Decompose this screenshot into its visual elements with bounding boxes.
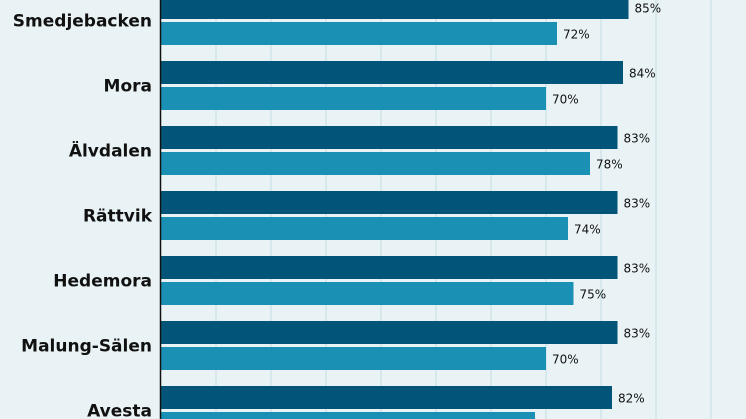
- value-label: 78%: [596, 158, 623, 172]
- category-label: Avesta: [87, 402, 152, 419]
- bar-series-2: [161, 412, 535, 419]
- bar-series-1: [161, 61, 623, 84]
- category-label: Rättvik: [83, 207, 153, 227]
- category-label: Hedemora: [53, 272, 152, 292]
- category-label: Mora: [104, 77, 152, 97]
- category-label: Älvdalen: [69, 140, 152, 162]
- bar-series-2: [161, 347, 546, 370]
- bar-series-2: [161, 22, 557, 45]
- value-label: 70%: [552, 353, 579, 367]
- value-label: 74%: [574, 223, 601, 237]
- bar-series-1: [161, 0, 629, 19]
- value-label: 72%: [563, 28, 590, 42]
- value-label: 75%: [580, 288, 607, 302]
- bar-series-1: [161, 191, 618, 214]
- value-label: 68%: [541, 418, 568, 419]
- value-label: 70%: [552, 93, 579, 107]
- value-label: 82%: [618, 392, 645, 406]
- bar-series-2: [161, 87, 546, 110]
- value-label: 83%: [624, 197, 651, 211]
- bar-series-2: [161, 282, 574, 305]
- value-label: 85%: [635, 2, 662, 16]
- bar-series-1: [161, 256, 618, 279]
- category-label: Malung-Sälen: [21, 337, 152, 357]
- value-label: 83%: [624, 327, 651, 341]
- bar-series-1: [161, 386, 612, 409]
- value-label: 84%: [629, 67, 656, 81]
- value-label: 83%: [624, 262, 651, 276]
- bar-series-2: [161, 217, 568, 240]
- bar-series-1: [161, 321, 618, 344]
- value-label: 83%: [624, 132, 651, 146]
- bar-series-2: [161, 152, 590, 175]
- bar-series-1: [161, 126, 618, 149]
- category-label: Smedjebacken: [13, 12, 152, 32]
